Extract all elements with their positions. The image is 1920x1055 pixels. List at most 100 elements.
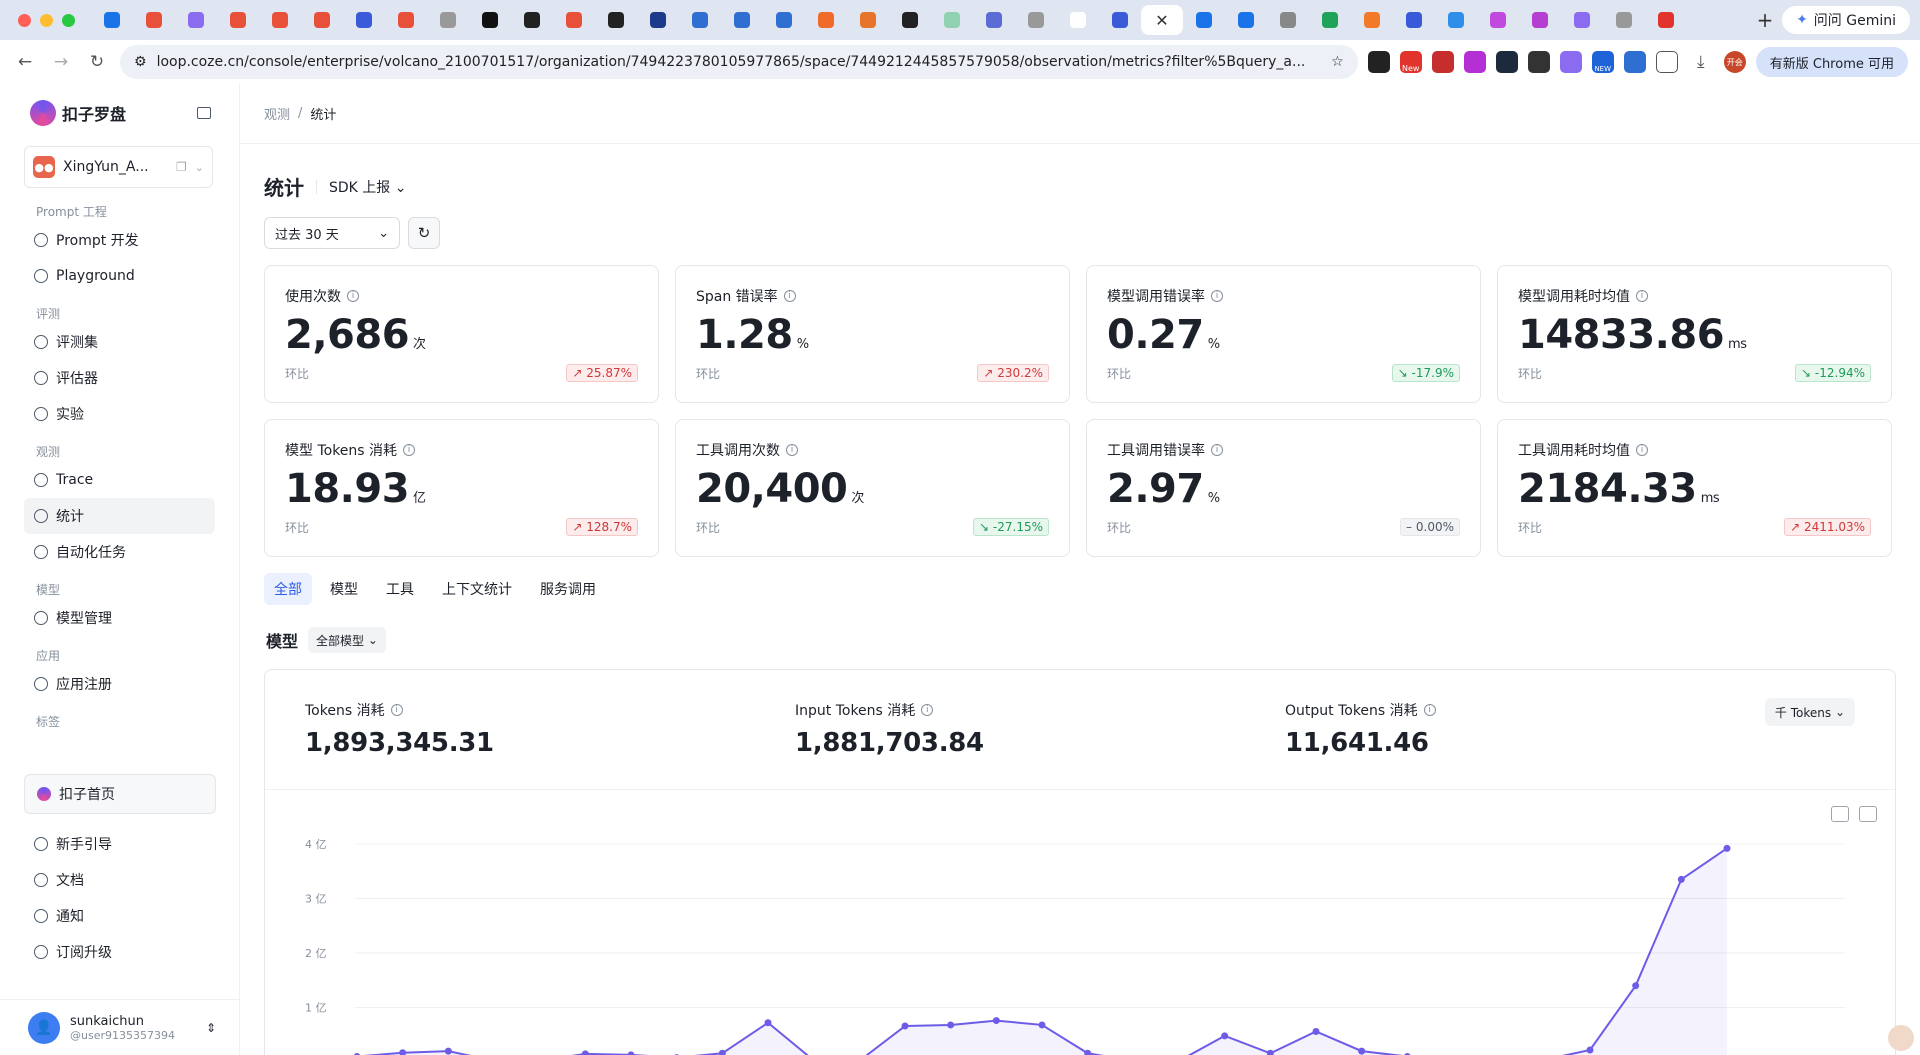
sidebar-item[interactable]: 评估器: [24, 360, 215, 396]
browser-tab[interactable]: [763, 5, 805, 35]
extension-download-icon[interactable]: [1463, 51, 1486, 73]
data-point[interactable]: [399, 1049, 407, 1055]
extension-icon[interactable]: [1559, 51, 1582, 73]
data-point[interactable]: [1266, 1049, 1274, 1055]
data-point[interactable]: [1677, 875, 1685, 883]
browser-tab[interactable]: [301, 5, 343, 35]
browser-tab[interactable]: [175, 5, 217, 35]
info-icon[interactable]: i: [403, 444, 416, 456]
browser-tab[interactable]: [553, 5, 595, 35]
browser-tab[interactable]: [1351, 5, 1393, 35]
sidebar-item[interactable]: Prompt 开发: [24, 222, 215, 258]
info-icon[interactable]: i: [1211, 290, 1223, 302]
breadcrumb-parent[interactable]: 观测: [264, 108, 291, 123]
browser-tab[interactable]: [91, 5, 133, 35]
chrome-update-button[interactable]: 有新版 Chrome 可用: [1755, 47, 1908, 77]
info-icon[interactable]: i: [347, 290, 359, 302]
ask-gemini-button[interactable]: ✦ 问问 Gemini: [1782, 6, 1910, 34]
info-icon[interactable]: i: [1211, 444, 1223, 456]
browser-tab[interactable]: [1099, 5, 1141, 35]
unit-select[interactable]: 千 Tokens ⌄: [1764, 698, 1855, 726]
bar-chart-icon[interactable]: [1859, 806, 1877, 822]
info-icon[interactable]: i: [390, 704, 403, 716]
sidebar-item[interactable]: Trace: [24, 462, 215, 498]
line-chart-icon[interactable]: [1831, 806, 1849, 822]
bottom-nav-item[interactable]: 通知: [24, 898, 216, 934]
category-tab[interactable]: 服务调用: [540, 582, 596, 598]
sidebar-item[interactable]: 模型管理: [24, 600, 215, 636]
info-icon[interactable]: i: [1636, 444, 1648, 456]
extension-icon[interactable]: [1527, 51, 1550, 73]
user-profile[interactable]: 👤 sunkaichun @user9135357394 ⇕: [0, 999, 240, 1055]
sidebar-item[interactable]: 自动化任务: [24, 534, 215, 570]
sidebar-item[interactable]: 评测集: [24, 324, 215, 360]
browser-tab[interactable]: [1267, 5, 1309, 35]
category-tab[interactable]: 模型: [330, 582, 358, 598]
data-point[interactable]: [901, 1022, 909, 1030]
browser-tab[interactable]: [259, 5, 301, 35]
close-window-button[interactable]: [18, 13, 31, 27]
sidebar-item[interactable]: 应用注册: [24, 666, 215, 702]
workspace-selector[interactable]: ●● XingYun_A... ❐ ⌄: [24, 146, 213, 188]
url-text[interactable]: loop.coze.cn/console/enterprise/volcano_…: [156, 54, 1306, 70]
browser-tab[interactable]: [1477, 5, 1519, 35]
browser-tab[interactable]: [595, 5, 637, 35]
time-range-select[interactable]: 过去 30 天 ⌄: [264, 217, 400, 249]
data-point[interactable]: [718, 1049, 726, 1055]
new-tab-button[interactable]: +: [1756, 8, 1774, 32]
browser-tab[interactable]: [1561, 5, 1603, 35]
extension-icon[interactable]: [1367, 51, 1390, 73]
data-point[interactable]: [992, 1017, 1000, 1025]
data-point[interactable]: [1312, 1027, 1320, 1035]
info-icon[interactable]: i: [921, 704, 934, 716]
data-point[interactable]: [947, 1021, 955, 1029]
browser-tab[interactable]: [889, 5, 931, 35]
data-point[interactable]: [1221, 1032, 1229, 1040]
browser-tab[interactable]: [637, 5, 679, 35]
data-point[interactable]: [764, 1019, 772, 1027]
copy-icon[interactable]: ❐: [176, 160, 187, 174]
browser-tab[interactable]: [721, 5, 763, 35]
app-logo[interactable]: 扣子罗盘: [30, 100, 126, 126]
category-tab[interactable]: 全部: [264, 573, 312, 605]
browser-tab[interactable]: [1645, 5, 1687, 35]
data-point[interactable]: [581, 1050, 589, 1055]
browser-tab[interactable]: [427, 5, 469, 35]
sidebar-item[interactable]: Playground: [24, 258, 215, 294]
extension-new-icon[interactable]: NEW: [1591, 51, 1614, 73]
browser-tab[interactable]: [1057, 5, 1099, 35]
browser-tab[interactable]: [1225, 5, 1267, 35]
data-point[interactable]: [1586, 1046, 1594, 1054]
browser-tab[interactable]: [805, 5, 847, 35]
browser-tab[interactable]: [679, 5, 721, 35]
browser-tab[interactable]: [1603, 5, 1645, 35]
extensions-puzzle-icon[interactable]: [1655, 51, 1678, 73]
bookmark-star-icon[interactable]: ☆: [1331, 54, 1344, 70]
sidebar-item[interactable]: 实验: [24, 396, 215, 432]
browser-tab[interactable]: [1519, 5, 1561, 35]
extension-icon[interactable]: [1623, 51, 1646, 73]
profile-avatar[interactable]: 开会: [1723, 51, 1746, 73]
browser-tab[interactable]: [1435, 5, 1477, 35]
extension-terminal-icon[interactable]: [1495, 51, 1518, 73]
data-point[interactable]: [444, 1047, 452, 1055]
maximize-window-button[interactable]: [62, 13, 75, 27]
model-filter-dropdown[interactable]: 全部模型 ⌄: [308, 627, 386, 653]
sidebar-item[interactable]: 统计: [24, 498, 215, 534]
browser-tab[interactable]: [1393, 5, 1435, 35]
info-icon[interactable]: i: [786, 444, 798, 456]
info-icon[interactable]: i: [1636, 290, 1648, 302]
info-icon[interactable]: i: [1423, 704, 1436, 716]
browser-tab[interactable]: [1183, 5, 1225, 35]
active-browser-tab[interactable]: ✕: [1141, 5, 1183, 35]
coze-home-button[interactable]: 扣子首页: [24, 774, 216, 814]
address-bar[interactable]: ⚙ loop.coze.cn/console/enterprise/volcan…: [120, 45, 1358, 79]
browser-tab[interactable]: [469, 5, 511, 35]
bottom-nav-item[interactable]: 新手引导: [24, 826, 216, 862]
category-tab[interactable]: 上下文统计: [442, 582, 512, 598]
reload-icon[interactable]: ↻: [89, 52, 105, 72]
bottom-nav-item[interactable]: 订阅升级: [24, 934, 216, 970]
browser-tab[interactable]: [973, 5, 1015, 35]
browser-tab[interactable]: [217, 5, 259, 35]
data-point[interactable]: [1038, 1021, 1046, 1029]
